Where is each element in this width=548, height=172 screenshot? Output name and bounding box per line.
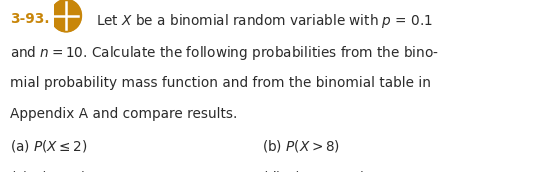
Text: Appendix A and compare results.: Appendix A and compare results. <box>10 108 237 121</box>
Text: (c) $P(X = 4)$: (c) $P(X = 4)$ <box>10 169 87 172</box>
Text: 3-93.: 3-93. <box>10 12 49 26</box>
Text: (b) $P(X > 8)$: (b) $P(X > 8)$ <box>262 138 340 154</box>
Circle shape <box>51 0 81 31</box>
Text: (a) $P(X \leq 2)$: (a) $P(X \leq 2)$ <box>10 138 88 154</box>
Text: and $n = 10$. Calculate the following probabilities from the bino-: and $n = 10$. Calculate the following pr… <box>10 44 438 62</box>
Text: (d) $P(5 \leq X \leq 7)$: (d) $P(5 \leq X \leq 7)$ <box>262 169 366 172</box>
Text: Let $X$ be a binomial random variable with $p$ = 0.1: Let $X$ be a binomial random variable wi… <box>96 12 433 30</box>
Text: mial probability mass function and from the binomial table in: mial probability mass function and from … <box>10 76 431 90</box>
